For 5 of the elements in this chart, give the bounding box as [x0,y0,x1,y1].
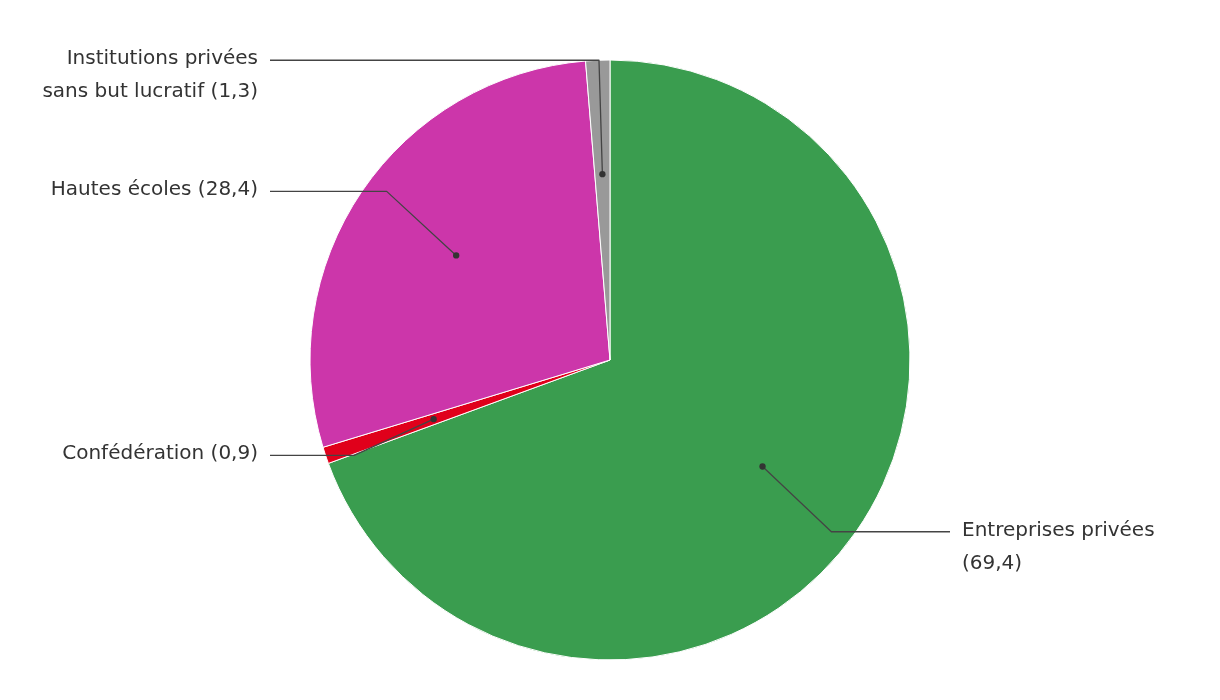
slice-label: Institutions privées sans but lucratif (1,3) [42,45,258,103]
slice-label: Confédération (0,9) [62,440,258,465]
slice-label: Hautes écoles (28,4) [50,176,258,201]
data-label: (69,4) [962,549,1023,574]
slice-label: Entreprises privées [962,516,1155,541]
